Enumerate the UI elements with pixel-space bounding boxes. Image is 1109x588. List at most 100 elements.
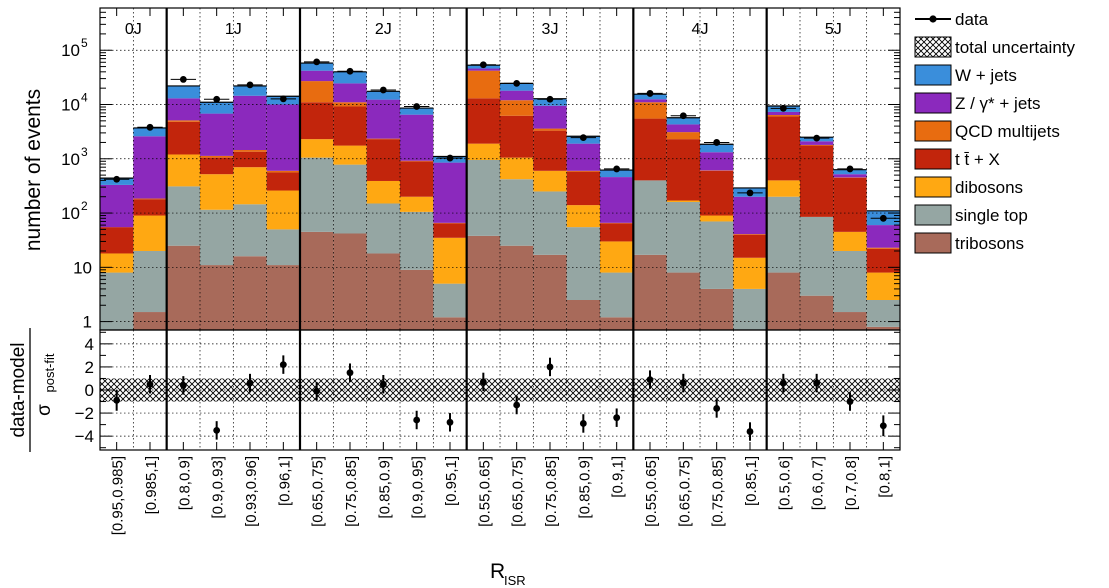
data-point-22 [846,165,854,173]
bar-t-t-x-2 [166,121,200,155]
ytick-label-4: 10 [61,96,80,115]
bar-qcd-multijets-19 [733,234,767,235]
bar-dibosons-19 [733,257,767,289]
bar-qcd-multijets-11 [466,70,500,99]
bar-dibosons-20 [766,180,800,197]
bar-w-jets-9 [400,108,434,115]
bar-tribosons-3 [200,265,234,330]
bar-single-top-12 [500,179,534,246]
bar-t-t-x-22 [833,177,867,232]
bar-dibosons-14 [566,205,600,228]
bar-w-jets-7 [333,71,367,84]
bar-z-jets-22 [833,174,867,178]
ratio-y-axis-label-denominator-sub: post-fit [42,353,57,392]
bar-single-top-5 [266,229,300,266]
bar-dibosons-9 [400,196,434,212]
ratio-y-axis-label-denominator: σ [34,404,55,416]
legend-t-t-x-label: t t̄ + X [955,150,1000,169]
bar-single-top-11 [466,159,500,236]
bar-z-jets-1 [133,136,167,199]
bar-z-jets-5 [266,104,300,171]
data-point-9 [413,103,421,110]
bar-single-top-17 [666,201,700,273]
bar-t-t-x-16 [633,118,667,181]
bar-single-top-19 [733,288,767,330]
bar-z-jets-7 [333,83,367,103]
bar-dibosons-4 [233,167,267,205]
ratio-point-6 [313,387,321,395]
legend-tribosons-swatch [914,232,952,254]
bar-single-top-20 [766,196,800,273]
ratio-point-11 [479,378,487,386]
data-point-2 [179,76,187,83]
ratio-point-9 [413,416,421,424]
xtick-label-10: [0.95,1] [443,456,460,506]
bar-z-jets-10 [433,162,467,223]
ratio-point-12 [513,401,521,409]
ratio-ytick-label-2: 0 [85,381,94,400]
bar-tribosons-5 [266,265,300,330]
bar-tribosons-8 [366,253,400,330]
bar-t-t-x-10 [433,223,467,238]
bar-t-t-x-4 [233,151,267,168]
bar-tribosons-20 [766,272,800,330]
legend-z-jets-label: Z / γ* + jets [955,94,1041,113]
bar-tribosons-1 [133,312,167,330]
bar-w-jets-6 [300,63,334,71]
ratio-point-8 [379,380,387,388]
bar-t-t-x-21 [800,145,834,217]
xtick-label-7: [0.75,0.85] [343,456,360,527]
bar-w-jets-18 [700,144,734,153]
data-point-7 [346,67,354,75]
data-point-17 [679,112,687,120]
bar-z-jets-16 [633,99,667,103]
xtick-label-2: [0.8,0.9] [176,456,193,510]
bar-z-jets-0 [100,184,134,228]
bar-z-jets-21 [800,141,834,145]
bar-z-jets-11 [466,68,500,71]
data-point-21 [813,134,821,142]
xtick-label-12: [0.65,0.75] [510,456,527,527]
ratio-point-13 [546,363,554,371]
ratio-ytick-label-1: −2 [75,404,94,423]
xtick-label-8: [0.85,0.9] [376,456,393,519]
bar-qcd-multijets-16 [633,102,667,119]
bar-qcd-multijets-2 [166,120,200,122]
bar-dibosons-1 [133,215,167,251]
data-point-13 [546,95,554,103]
bar-dibosons-18 [700,215,734,222]
region-label-1j: 1J [225,21,242,38]
bar-single-top-14 [566,227,600,300]
bar-z-jets-17 [666,124,700,133]
legend-w-jets-swatch [914,64,952,86]
legend-qcd-multijets-swatch [914,120,952,142]
bar-single-top-23 [866,299,900,327]
bar-dibosons-22 [833,231,867,251]
bar-tribosons-14 [566,299,600,330]
main-panel [99,8,901,330]
bar-qcd-multijets-21 [800,144,834,146]
bar-w-jets-1 [133,127,167,137]
bar-single-top-0 [100,272,134,330]
data-point-0 [113,175,121,183]
bar-single-top-6 [300,157,334,232]
bar-tribosons-4 [233,256,267,330]
bar-tribosons-18 [700,288,734,330]
data-point-4 [246,81,254,89]
bar-tribosons-16 [633,254,667,330]
bar-w-jets-4 [233,85,267,96]
bar-qcd-multijets-17 [666,132,700,140]
bar-single-top-21 [800,216,834,296]
bar-t-t-x-9 [400,161,434,197]
ratio-ytick-label-0: −4 [75,427,94,446]
bar-tribosons-22 [833,312,867,330]
bar-t-t-x-6 [300,102,334,140]
bar-z-jets-23 [866,225,900,248]
legend-w-jets-label: W + jets [955,66,1017,85]
ratio-uncertainty-band [100,378,900,402]
ratio-panel [99,330,901,450]
ratio-point-14 [579,420,587,427]
bar-tribosons-10 [433,317,467,330]
data-point-8 [379,86,387,94]
